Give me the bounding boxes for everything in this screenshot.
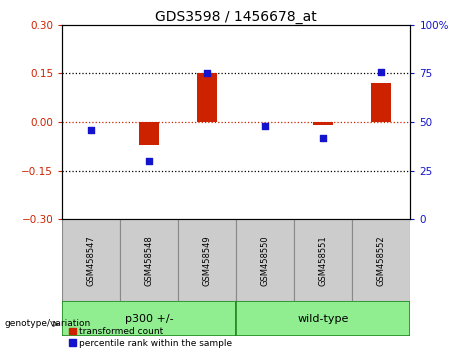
Bar [371,83,391,122]
Bar [197,73,218,122]
Bar [313,122,333,125]
Text: GSM458551: GSM458551 [319,235,328,286]
Bar [178,219,236,301]
Bar [352,219,410,301]
Text: GSM458547: GSM458547 [87,235,96,286]
Text: GSM458550: GSM458550 [261,235,270,286]
Point [204,70,211,76]
Bar [62,301,236,336]
Bar [62,219,120,301]
Text: p300 +/-: p300 +/- [125,314,173,324]
Bar [236,219,294,301]
Legend: transformed count, percentile rank within the sample: transformed count, percentile rank withi… [67,325,234,349]
Point [88,127,95,133]
Text: wild-type: wild-type [298,314,349,324]
Bar [294,219,352,301]
Title: GDS3598 / 1456678_at: GDS3598 / 1456678_at [155,10,317,24]
Text: genotype/variation: genotype/variation [5,319,91,329]
Text: GSM458552: GSM458552 [377,235,386,286]
Bar [236,301,410,336]
Point [378,69,385,74]
Text: GSM458549: GSM458549 [203,235,212,286]
Point [261,123,269,129]
Bar [139,122,160,145]
Text: GSM458548: GSM458548 [145,235,154,286]
Bar [120,219,178,301]
Point [319,135,327,141]
Point [146,158,153,164]
